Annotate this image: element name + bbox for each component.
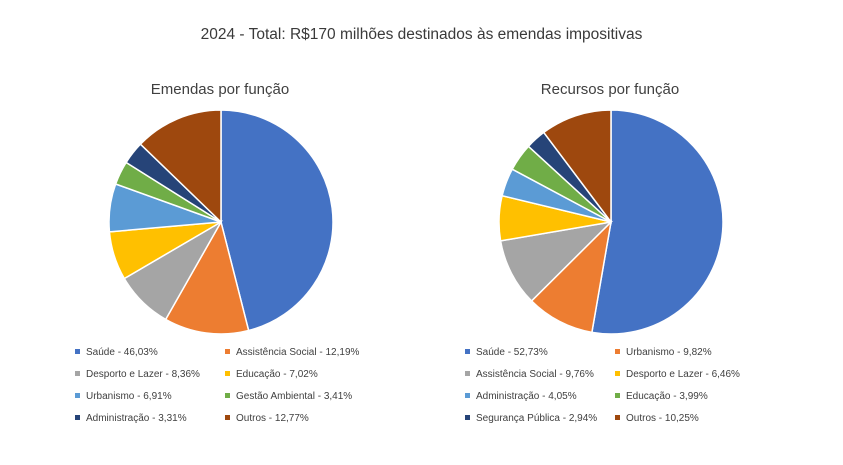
legend-swatch bbox=[465, 370, 470, 376]
pie-slice bbox=[542, 109, 612, 225]
legend-label: Educação - 7,02% bbox=[236, 369, 318, 380]
legend-swatch bbox=[75, 392, 80, 398]
legend-item: Administração - 3,31% bbox=[75, 413, 187, 424]
pie-slice bbox=[164, 220, 250, 335]
legend-swatch bbox=[465, 392, 470, 398]
legend-swatch bbox=[225, 414, 230, 420]
legend-item: Outros - 10,25% bbox=[615, 413, 699, 424]
legend-item: Administração - 4,05% bbox=[465, 391, 577, 402]
legend-label: Urbanismo - 9,82% bbox=[626, 347, 712, 358]
legend-swatch bbox=[225, 392, 230, 398]
legend-label: Desporto e Lazer - 8,36% bbox=[86, 369, 200, 380]
legend-label: Administração - 3,31% bbox=[86, 413, 187, 424]
chart-recursos-por-funcao: Recursos por função Saúde - 52,73% Urbani… bbox=[420, 0, 800, 465]
chart-emendas-por-funcao: Emendas por função Saúde - 46,03% Assistê… bbox=[30, 0, 410, 465]
legend-item: Desporto e Lazer - 6,46% bbox=[615, 369, 740, 380]
legend-item: Segurança Pública - 2,94% bbox=[465, 413, 597, 424]
legend-label: Saúde - 52,73% bbox=[476, 347, 548, 358]
legend-swatch bbox=[615, 348, 620, 354]
legend-item: Desporto e Lazer - 8,36% bbox=[75, 369, 200, 380]
legend-item: Assistência Social - 12,19% bbox=[225, 347, 359, 358]
chart-title: Recursos por função bbox=[540, 81, 680, 98]
legend-label: Outros - 12,77% bbox=[236, 413, 309, 424]
legend-swatch bbox=[615, 392, 620, 398]
legend-swatch bbox=[75, 414, 80, 420]
legend-item: Outros - 12,77% bbox=[225, 413, 309, 424]
legend-label: Saúde - 46,03% bbox=[86, 347, 158, 358]
pie-slice bbox=[139, 109, 222, 224]
legend-item: Urbanismo - 9,82% bbox=[615, 347, 712, 358]
legend-swatch bbox=[225, 348, 230, 354]
legend-swatch bbox=[75, 348, 80, 354]
pie-slice bbox=[220, 109, 334, 332]
legend-label: Assistência Social - 9,76% bbox=[476, 369, 594, 380]
legend-item: Saúde - 52,73% bbox=[465, 347, 548, 358]
legend-label: Assistência Social - 12,19% bbox=[236, 347, 360, 358]
legend-label: Educação - 3,99% bbox=[626, 391, 708, 402]
legend-swatch bbox=[225, 370, 230, 376]
legend-item: Urbanismo - 6,91% bbox=[75, 391, 172, 402]
pie-slice bbox=[591, 109, 724, 335]
legend-label: Outros - 10,25% bbox=[626, 413, 699, 424]
pie-chart bbox=[498, 109, 724, 335]
legend-swatch bbox=[615, 370, 620, 376]
legend-swatch bbox=[465, 414, 470, 420]
legend-label: Gestão Ambiental - 3,41% bbox=[236, 391, 353, 402]
legend-swatch bbox=[465, 348, 470, 354]
legend-label: Urbanismo - 6,91% bbox=[86, 391, 172, 402]
pie-chart bbox=[108, 109, 334, 335]
legend-label: Administração - 4,05% bbox=[476, 391, 577, 402]
legend-swatch bbox=[75, 370, 80, 376]
legend-item: Educação - 3,99% bbox=[615, 391, 708, 402]
legend-label: Segurança Pública - 2,94% bbox=[476, 413, 598, 424]
legend-item: Gestão Ambiental - 3,41% bbox=[225, 391, 352, 402]
legend-item: Educação - 7,02% bbox=[225, 369, 318, 380]
legend-label: Desporto e Lazer - 6,46% bbox=[626, 369, 740, 380]
chart-title: Emendas por função bbox=[150, 81, 290, 98]
legend-item: Saúde - 46,03% bbox=[75, 347, 158, 358]
legend-item: Assistência Social - 9,76% bbox=[465, 369, 594, 380]
page-title: 2024 - Total: R$170 milhões destinados à… bbox=[200, 26, 643, 43]
legend-swatch bbox=[615, 414, 620, 420]
